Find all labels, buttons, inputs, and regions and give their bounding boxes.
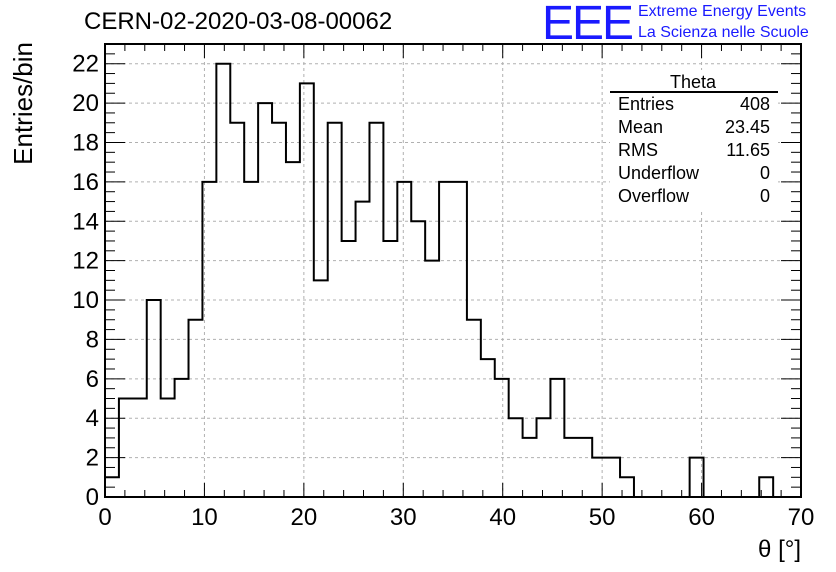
x-tick-label: 60 <box>688 504 715 531</box>
x-tick-label: 40 <box>489 504 516 531</box>
stats-row-value: 11.65 <box>726 140 770 160</box>
x-tick-label: 20 <box>291 504 318 531</box>
histogram-step-line <box>104 62 801 498</box>
x-tick-label: 0 <box>98 504 111 531</box>
stats-box-title: Theta <box>670 72 717 92</box>
x-tick-label: 10 <box>191 504 218 531</box>
y-tick-label: 22 <box>72 51 99 78</box>
tick-labels: 0 10 20 30 40 50 60 70 0 2 4 6 8 10 12 14 16 18 20 22 <box>72 51 814 531</box>
stats-box: Theta Entries 408 Mean 23.45 RMS 11.65 Underfl… <box>610 70 778 210</box>
logo-subtitle-2: La Scienza nelle Scuole <box>638 24 809 41</box>
y-tick-label: 6 <box>86 366 99 393</box>
axis-ticks <box>104 43 802 498</box>
stats-row-label: Mean <box>618 117 663 137</box>
stats-row-label: Entries <box>618 94 674 114</box>
y-tick-label: 10 <box>72 287 99 314</box>
y-tick-label: 2 <box>86 445 99 472</box>
stats-row-value: 0 <box>760 186 770 206</box>
x-tick-label: 30 <box>390 504 417 531</box>
x-tick-label: 50 <box>589 504 616 531</box>
page-title: CERN-02-2020-03-08-00062 <box>84 8 393 35</box>
y-tick-label: 14 <box>72 208 99 235</box>
stats-row-value: 408 <box>740 94 770 114</box>
x-axis-label: θ [°] <box>758 536 801 563</box>
stats-box-background <box>610 70 778 210</box>
eee-logo: EEE <box>542 0 634 50</box>
stats-row-value: 0 <box>760 163 770 183</box>
y-tick-label: 4 <box>86 405 99 432</box>
stats-row-label: Overflow <box>618 186 690 206</box>
y-tick-label: 12 <box>72 248 99 275</box>
y-tick-label: 8 <box>86 326 99 353</box>
y-tick-label: 16 <box>72 169 99 196</box>
y-tick-label: 18 <box>72 129 99 156</box>
y-axis-label: Entries/bin <box>8 42 38 165</box>
y-tick-label: 0 <box>86 484 99 511</box>
stats-row-label: Underflow <box>618 163 700 183</box>
logo-subtitle-1: Extreme Energy Events <box>638 3 807 20</box>
x-tick-label: 70 <box>788 504 815 531</box>
stats-row-value: 23.45 <box>725 117 770 137</box>
stats-box-rows: Entries 408 Mean 23.45 RMS 11.65 Underflow 0 Ove… <box>618 94 770 206</box>
stats-row-label: RMS <box>618 140 658 160</box>
grid <box>105 44 801 497</box>
y-tick-label: 20 <box>72 90 99 117</box>
